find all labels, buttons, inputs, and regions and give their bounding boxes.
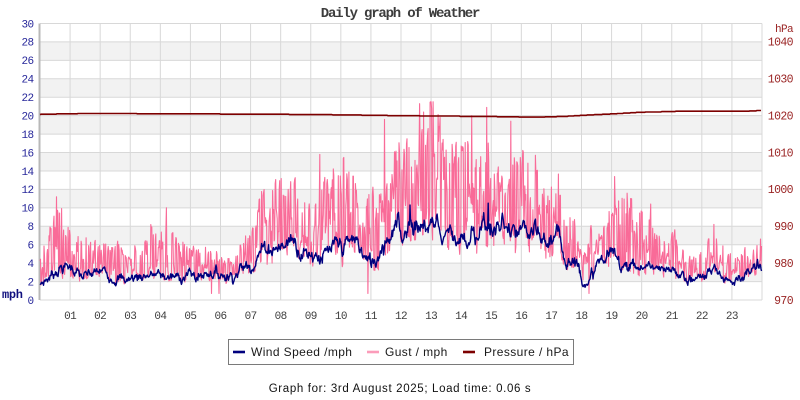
svg-text:07: 07 [245, 311, 257, 323]
svg-text:1040: 1040 [768, 37, 794, 50]
svg-text:28: 28 [21, 38, 33, 50]
svg-text:1010: 1010 [768, 147, 794, 160]
svg-text:24: 24 [21, 75, 34, 87]
svg-text:09: 09 [305, 311, 317, 323]
svg-text:Wind Speed /mph: Wind Speed /mph [251, 345, 352, 359]
svg-text:21: 21 [666, 311, 679, 323]
svg-text:18: 18 [575, 311, 587, 323]
svg-text:mph: mph [2, 288, 23, 302]
svg-text:10: 10 [335, 311, 347, 323]
svg-text:22: 22 [21, 93, 33, 105]
svg-text:1000: 1000 [768, 184, 794, 197]
svg-text:06: 06 [214, 311, 226, 323]
svg-text:02: 02 [94, 311, 106, 323]
svg-text:1020: 1020 [768, 111, 794, 124]
svg-text:4: 4 [27, 259, 34, 271]
svg-text:19: 19 [606, 311, 618, 323]
svg-text:20: 20 [21, 112, 33, 124]
svg-text:10: 10 [21, 204, 33, 216]
svg-text:03: 03 [124, 311, 136, 323]
svg-text:01: 01 [64, 311, 77, 323]
svg-text:15: 15 [485, 311, 497, 323]
svg-text:1030: 1030 [768, 74, 794, 87]
svg-text:14: 14 [21, 167, 34, 179]
svg-text:0: 0 [27, 296, 33, 308]
svg-text:6: 6 [27, 241, 33, 253]
svg-text:Pressure / hPa: Pressure / hPa [484, 345, 569, 359]
svg-text:16: 16 [21, 148, 33, 160]
svg-text:16: 16 [515, 311, 527, 323]
svg-text:12: 12 [21, 185, 33, 197]
svg-text:990: 990 [774, 221, 794, 234]
svg-text:Daily graph of Weather: Daily graph of Weather [321, 6, 480, 22]
svg-text:13: 13 [425, 311, 437, 323]
svg-text:20: 20 [636, 311, 648, 323]
svg-text:26: 26 [21, 56, 33, 68]
svg-text:12: 12 [395, 311, 407, 323]
svg-text:8: 8 [27, 222, 33, 234]
svg-text:18: 18 [21, 130, 33, 142]
svg-text:11: 11 [365, 311, 378, 323]
svg-text:22: 22 [696, 311, 708, 323]
svg-text:04: 04 [154, 311, 167, 323]
svg-text:08: 08 [275, 311, 287, 323]
svg-text:hPa: hPa [775, 24, 794, 36]
svg-text:2: 2 [27, 277, 33, 289]
svg-text:Gust / mph: Gust / mph [385, 345, 448, 359]
svg-text:17: 17 [545, 311, 557, 323]
svg-text:970: 970 [774, 295, 794, 308]
svg-text:30: 30 [21, 19, 33, 31]
svg-text:23: 23 [726, 311, 738, 323]
svg-text:980: 980 [774, 258, 794, 271]
svg-text:14: 14 [455, 311, 468, 323]
svg-text:Graph for: 3rd August 2025; Lo: Graph for: 3rd August 2025; Load time: 0… [269, 383, 532, 395]
svg-text:05: 05 [184, 311, 196, 323]
